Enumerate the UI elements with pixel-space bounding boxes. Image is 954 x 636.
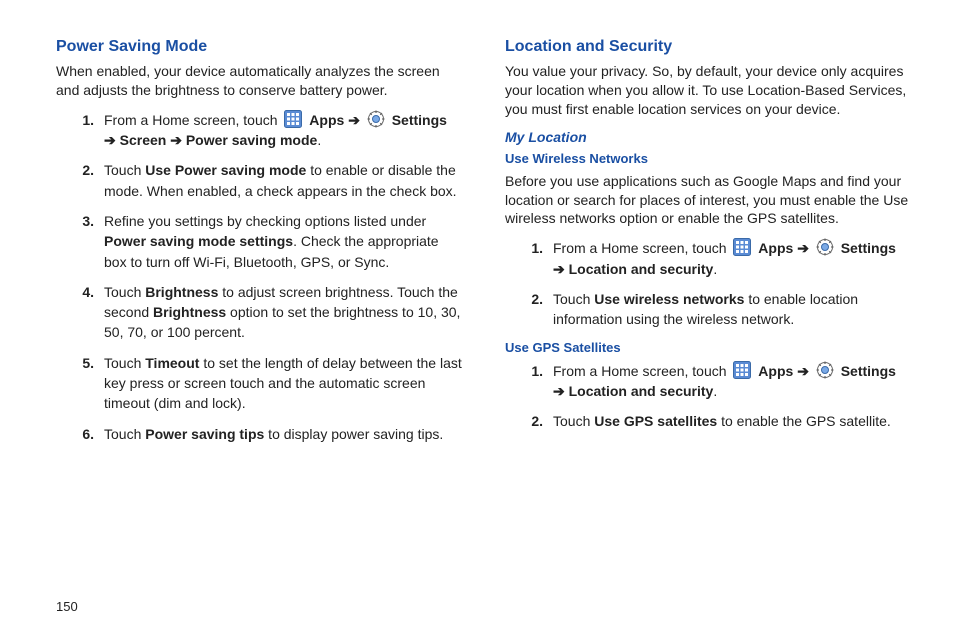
step-3: 3. Refine you settings by checking optio… xyxy=(78,211,465,272)
step-number: 2. xyxy=(527,289,553,309)
step-text: From a Home screen, touch xyxy=(553,363,730,379)
subheading-my-location: My Location xyxy=(505,129,914,145)
step-number: 4. xyxy=(78,282,104,302)
wstep-1: 1. From a Home screen, touch Apps ➔ Sett… xyxy=(527,238,914,279)
arrow-icon: ➔ xyxy=(553,261,565,277)
gear-icon xyxy=(816,361,834,379)
step-4: 4. Touch Brightness to adjust screen bri… xyxy=(78,282,465,343)
bold-text: Use Power saving mode xyxy=(145,162,306,178)
step-number: 2. xyxy=(527,411,553,431)
step-1: 1. From a Home screen, touch Apps ➔ Sett… xyxy=(78,110,465,151)
step-body: From a Home screen, touch Apps ➔ Setting… xyxy=(553,238,914,279)
apps-icon xyxy=(733,361,751,379)
intro-power-saving: When enabled, your device automatically … xyxy=(56,62,465,100)
step-number: 6. xyxy=(78,424,104,444)
bold-text: Brightness xyxy=(145,284,218,300)
arrow-icon: ➔ xyxy=(170,132,182,148)
step-body: From a Home screen, touch Apps ➔ Setting… xyxy=(553,361,914,402)
step-5: 5. Touch Timeout to set the length of de… xyxy=(78,353,465,414)
heading-power-saving: Power Saving Mode xyxy=(56,38,465,56)
gstep-1: 1. From a Home screen, touch Apps ➔ Sett… xyxy=(527,361,914,402)
apps-label: Apps xyxy=(309,112,344,128)
intro-wireless: Before you use applications such as Goog… xyxy=(505,172,914,229)
step-number: 2. xyxy=(78,160,104,180)
heading-location-security: Location and Security xyxy=(505,38,914,56)
step-text: Touch xyxy=(104,355,145,371)
gear-icon xyxy=(816,238,834,256)
settings-label: Settings xyxy=(841,363,896,379)
step-text: From a Home screen, touch xyxy=(104,112,281,128)
step-text: to enable the GPS satellite. xyxy=(717,413,891,429)
step-text: Touch xyxy=(104,162,145,178)
period: . xyxy=(317,132,321,148)
period: . xyxy=(713,383,717,399)
subheading-gps: Use GPS Satellites xyxy=(505,340,914,355)
bold-text: Brightness xyxy=(153,304,226,320)
bold-text: Power saving mode settings xyxy=(104,233,293,249)
step-number: 3. xyxy=(78,211,104,231)
arrow-icon: ➔ xyxy=(348,112,360,128)
page-number: 150 xyxy=(56,599,78,614)
apps-label: Apps xyxy=(758,240,793,256)
step-number: 1. xyxy=(78,110,104,130)
step-body: Refine you settings by checking options … xyxy=(104,211,465,272)
apps-icon xyxy=(733,238,751,256)
subheading-wireless: Use Wireless Networks xyxy=(505,151,914,166)
step-text: Refine you settings by checking options … xyxy=(104,213,426,229)
step-number: 1. xyxy=(527,361,553,381)
step-text: Touch xyxy=(553,413,594,429)
arrow-icon: ➔ xyxy=(797,240,809,256)
step-text: Touch xyxy=(104,426,145,442)
period: . xyxy=(713,261,717,277)
settings-label: Settings xyxy=(841,240,896,256)
step-body: From a Home screen, touch Apps ➔ Setting… xyxy=(104,110,465,151)
power-saving-mode-label: Power saving mode xyxy=(186,132,317,148)
bold-text: Use wireless networks xyxy=(594,291,744,307)
step-number: 5. xyxy=(78,353,104,373)
apps-label: Apps xyxy=(758,363,793,379)
bold-text: Power saving tips xyxy=(145,426,264,442)
step-text: to display power saving tips. xyxy=(264,426,443,442)
screen-label: Screen xyxy=(120,132,167,148)
wstep-2: 2. Touch Use wireless networks to enable… xyxy=(527,289,914,330)
location-security-label: Location and security xyxy=(569,261,714,277)
step-2: 2. Touch Use Power saving mode to enable… xyxy=(78,160,465,201)
step-text: Touch xyxy=(104,284,145,300)
step-body: Touch Use wireless networks to enable lo… xyxy=(553,289,914,330)
step-body: Touch Use GPS satellites to enable the G… xyxy=(553,411,914,431)
apps-icon xyxy=(284,110,302,128)
gear-icon xyxy=(367,110,385,128)
location-security-label: Location and security xyxy=(569,383,714,399)
step-body: Touch Power saving tips to display power… xyxy=(104,424,465,444)
step-number: 1. xyxy=(527,238,553,258)
step-text: From a Home screen, touch xyxy=(553,240,730,256)
intro-location-security: You value your privacy. So, by default, … xyxy=(505,62,914,119)
step-body: Touch Timeout to set the length of delay… xyxy=(104,353,465,414)
bold-text: Timeout xyxy=(145,355,199,371)
bold-text: Use GPS satellites xyxy=(594,413,717,429)
arrow-icon: ➔ xyxy=(553,383,565,399)
gstep-2: 2. Touch Use GPS satellites to enable th… xyxy=(527,411,914,431)
arrow-icon: ➔ xyxy=(104,132,116,148)
right-column: Location and Security You value your pri… xyxy=(505,38,914,454)
page-columns: Power Saving Mode When enabled, your dev… xyxy=(0,0,954,454)
step-text: Touch xyxy=(553,291,594,307)
step-body: Touch Use Power saving mode to enable or… xyxy=(104,160,465,201)
step-body: Touch Brightness to adjust screen bright… xyxy=(104,282,465,343)
arrow-icon: ➔ xyxy=(797,363,809,379)
left-column: Power Saving Mode When enabled, your dev… xyxy=(56,38,465,454)
settings-label: Settings xyxy=(392,112,447,128)
step-6: 6. Touch Power saving tips to display po… xyxy=(78,424,465,444)
